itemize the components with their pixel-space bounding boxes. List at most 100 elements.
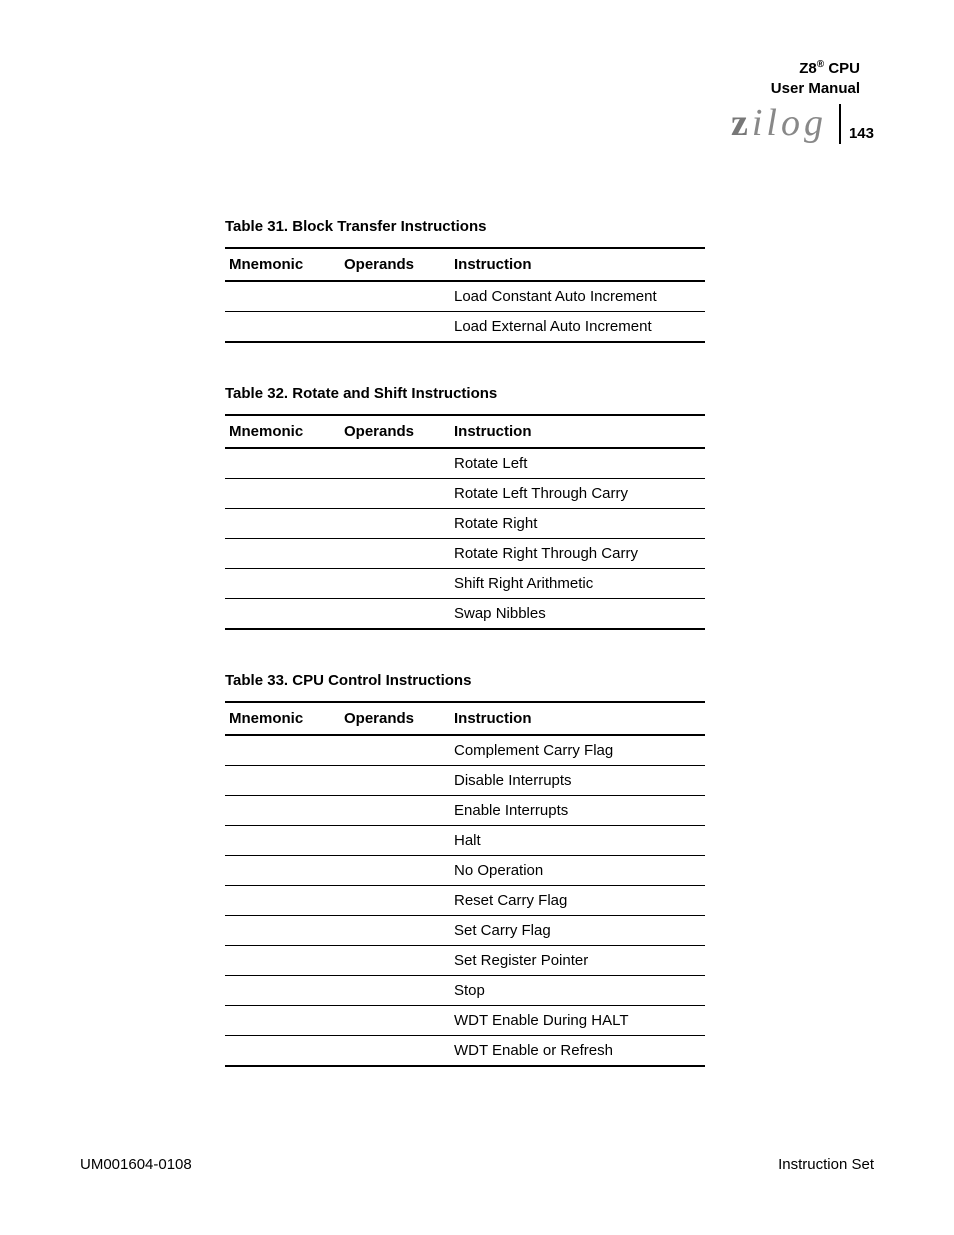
cell-mnemonic [225,539,340,569]
cell-operands [340,916,450,946]
table-row: No Operation [225,856,705,886]
table-32: Mnemonic Operands Instruction Rotate Lef… [225,414,705,630]
cell-mnemonic [225,1006,340,1036]
cell-mnemonic [225,976,340,1006]
cell-operands [340,281,450,312]
cell-mnemonic [225,886,340,916]
product-line: Z8® CPU [771,58,860,79]
cell-mnemonic [225,826,340,856]
cell-instruction: Disable Interrupts [450,766,705,796]
cell-instruction: Reset Carry Flag [450,886,705,916]
table-row: Disable Interrupts [225,766,705,796]
table-row: Swap Nibbles [225,599,705,630]
cell-mnemonic [225,796,340,826]
table-row: Load External Auto Increment [225,312,705,343]
table-row: Rotate Right Through Carry [225,539,705,569]
col-mnemonic: Mnemonic [225,248,340,281]
cell-mnemonic [225,735,340,766]
table-row: WDT Enable or Refresh [225,1036,705,1067]
footer-right: Instruction Set [778,1156,874,1173]
cell-mnemonic [225,916,340,946]
table-33: Mnemonic Operands Instruction Complement… [225,701,705,1067]
cell-mnemonic [225,946,340,976]
col-operands: Operands [340,248,450,281]
cell-instruction: No Operation [450,856,705,886]
table-row: Set Carry Flag [225,916,705,946]
cell-operands [340,312,450,343]
table-row: Rotate Right [225,509,705,539]
cell-instruction: Complement Carry Flag [450,735,705,766]
cell-instruction: WDT Enable During HALT [450,1006,705,1036]
cell-mnemonic [225,281,340,312]
cell-operands [340,826,450,856]
table-header-row: Mnemonic Operands Instruction [225,415,705,448]
cell-instruction: Rotate Left [450,448,705,479]
cell-operands [340,509,450,539]
cell-operands [340,599,450,630]
cell-operands [340,976,450,1006]
cell-mnemonic [225,856,340,886]
subtitle: User Manual [771,79,860,99]
table-header-row: Mnemonic Operands Instruction [225,248,705,281]
col-instruction: Instruction [450,702,705,735]
cell-instruction: Load Constant Auto Increment [450,281,705,312]
zilog-logo: zilog [731,104,841,144]
table-31-caption: Table 31. Block Transfer Instructions [225,218,705,235]
table-row: Halt [225,826,705,856]
cell-operands [340,539,450,569]
cell-operands [340,886,450,916]
cell-instruction: Enable Interrupts [450,796,705,826]
content-area: Table 31. Block Transfer Instructions Mn… [225,218,705,1109]
col-instruction: Instruction [450,248,705,281]
page-header: Z8® CPU User Manual zilog 143 [731,58,874,144]
table-row: Rotate Left [225,448,705,479]
cell-mnemonic [225,312,340,343]
cell-mnemonic [225,448,340,479]
cell-operands [340,796,450,826]
table-row: Complement Carry Flag [225,735,705,766]
cell-mnemonic [225,569,340,599]
page-footer: UM001604-0108 Instruction Set [80,1156,874,1173]
cell-operands [340,569,450,599]
page-number: 143 [849,125,874,144]
cell-instruction: Stop [450,976,705,1006]
table-32-block: Table 32. Rotate and Shift Instructions … [225,385,705,630]
table-33-block: Table 33. CPU Control Instructions Mnemo… [225,672,705,1067]
col-operands: Operands [340,415,450,448]
footer-left: UM001604-0108 [80,1156,192,1173]
col-operands: Operands [340,702,450,735]
cell-instruction: Swap Nibbles [450,599,705,630]
table-row: Stop [225,976,705,1006]
table-row: Set Register Pointer [225,946,705,976]
cell-instruction: Halt [450,826,705,856]
cell-mnemonic [225,509,340,539]
col-instruction: Instruction [450,415,705,448]
cell-mnemonic [225,599,340,630]
cell-operands [340,856,450,886]
cell-instruction: Set Register Pointer [450,946,705,976]
cell-operands [340,735,450,766]
cell-operands [340,946,450,976]
table-row: Enable Interrupts [225,796,705,826]
cell-mnemonic [225,479,340,509]
table-row: Reset Carry Flag [225,886,705,916]
cell-instruction: Rotate Right Through Carry [450,539,705,569]
cell-mnemonic [225,1036,340,1067]
table-31: Mnemonic Operands Instruction Load Const… [225,247,705,343]
cell-instruction: Load External Auto Increment [450,312,705,343]
col-mnemonic: Mnemonic [225,702,340,735]
table-header-row: Mnemonic Operands Instruction [225,702,705,735]
col-mnemonic: Mnemonic [225,415,340,448]
cell-instruction: Shift Right Arithmetic [450,569,705,599]
cell-instruction: Rotate Left Through Carry [450,479,705,509]
cell-operands [340,448,450,479]
header-title: Z8® CPU User Manual [771,58,874,98]
cell-instruction: Set Carry Flag [450,916,705,946]
cell-instruction: Rotate Right [450,509,705,539]
table-32-caption: Table 32. Rotate and Shift Instructions [225,385,705,402]
logo-row: zilog 143 [731,104,874,144]
cell-operands [340,766,450,796]
table-33-caption: Table 33. CPU Control Instructions [225,672,705,689]
table-31-block: Table 31. Block Transfer Instructions Mn… [225,218,705,343]
product-suffix: CPU [824,60,860,77]
